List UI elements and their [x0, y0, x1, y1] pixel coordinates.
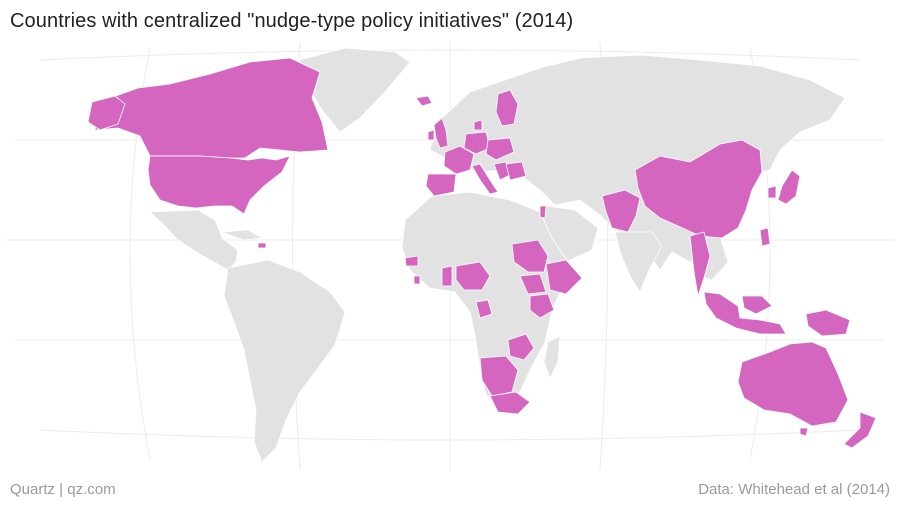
country-poland-czech[interactable] — [485, 137, 515, 161]
country-myanmar-thailand[interactable] — [689, 231, 711, 297]
country-ireland[interactable] — [427, 129, 435, 141]
country-united-kingdom[interactable] — [433, 117, 449, 149]
country-namibia-botswana[interactable] — [479, 355, 519, 397]
country-afghanistan-pakistan[interactable] — [601, 189, 641, 233]
country-denmark[interactable] — [473, 119, 483, 131]
country-israel[interactable] — [539, 205, 547, 219]
country-south-korea[interactable] — [767, 185, 777, 199]
greenland — [299, 47, 411, 133]
country-ghana[interactable] — [441, 265, 453, 287]
country-indonesia[interactable] — [703, 291, 787, 335]
country-dominican-republic[interactable] — [257, 242, 267, 249]
chart-title: Countries with centralized "nudge-type p… — [10, 10, 574, 32]
country-australia[interactable] — [737, 341, 849, 427]
cuba — [221, 229, 264, 241]
country-france[interactable] — [443, 145, 475, 175]
country-new-zealand[interactable] — [843, 411, 877, 449]
country-romania-bulgaria[interactable] — [505, 161, 527, 181]
country-philippines[interactable] — [759, 227, 771, 247]
country-sudan[interactable] — [511, 239, 549, 273]
country-japan[interactable] — [777, 169, 801, 205]
country-italy[interactable] — [471, 163, 499, 195]
country-gabon[interactable] — [475, 299, 493, 319]
country-canada[interactable] — [94, 57, 329, 159]
south-america — [223, 259, 346, 463]
country-zambia-malawi[interactable] — [507, 333, 535, 361]
country-united-states[interactable] — [147, 155, 291, 215]
country-indonesia-east[interactable] — [741, 295, 773, 315]
country-papua-new-guinea[interactable] — [805, 309, 851, 337]
country-finland[interactable] — [495, 89, 519, 127]
country-germany-benelux[interactable] — [463, 131, 491, 155]
country-nigeria[interactable] — [455, 261, 491, 291]
mexico-central-america — [149, 209, 239, 271]
brand-credit: Quartz | qz.com — [10, 481, 116, 498]
india — [614, 231, 663, 293]
country-senegal[interactable] — [404, 255, 419, 267]
madagascar — [543, 335, 561, 379]
country-alaska[interactable] — [87, 95, 126, 131]
country-tasmania[interactable] — [799, 427, 809, 437]
country-south-africa[interactable] — [489, 391, 531, 415]
country-ethiopia[interactable] — [545, 259, 583, 295]
country-south-sudan[interactable] — [519, 273, 547, 295]
highlighted-countries — [87, 57, 877, 449]
country-spain-portugal[interactable] — [425, 173, 457, 197]
world-map — [5, 40, 895, 472]
country-china[interactable] — [634, 139, 763, 239]
country-iceland[interactable] — [415, 95, 433, 107]
data-source: Data: Whitehead et al (2014) — [698, 481, 890, 498]
country-sierra-leone[interactable] — [413, 275, 421, 285]
country-uganda-kenya[interactable] — [529, 293, 555, 319]
